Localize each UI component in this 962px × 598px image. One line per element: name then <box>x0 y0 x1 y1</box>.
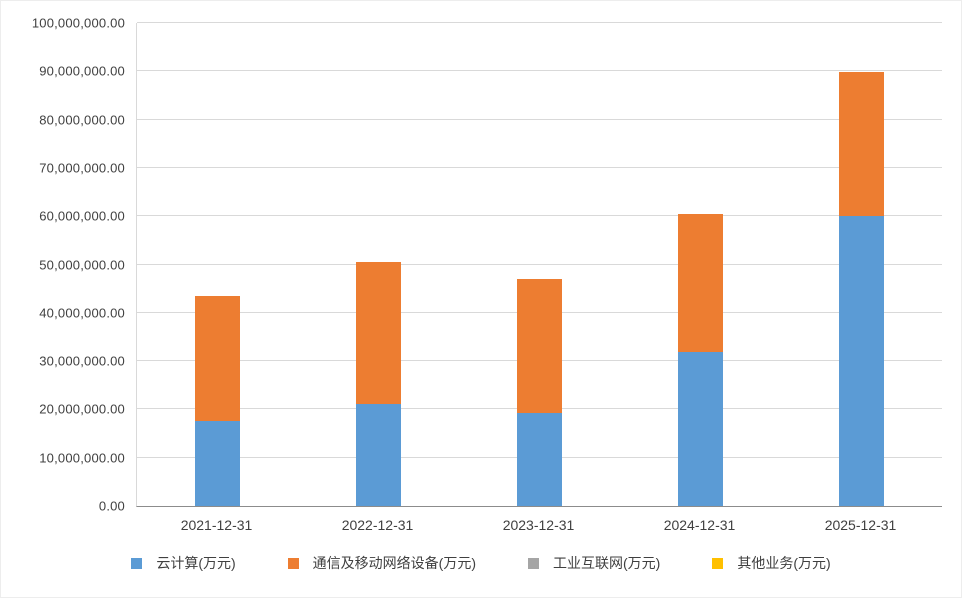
legend-item[interactable]: 工业互联网(万元) <box>528 553 660 573</box>
x-tick-label: 2023-12-31 <box>502 517 575 533</box>
legend-swatch-icon <box>528 557 539 569</box>
y-tick-label: 80,000,000.00 <box>39 112 125 128</box>
bar-segment <box>195 296 240 421</box>
y-tick-label: 100,000,000.00 <box>31 15 125 31</box>
chart-legend: 云计算(万元) 通信及移动网络设备(万元) 工业互联网(万元) 其他业务(万元) <box>1 553 961 573</box>
gridline <box>137 118 942 120</box>
gridline <box>137 22 942 23</box>
y-tick-label: 50,000,000.00 <box>39 257 125 272</box>
y-tick-label: 70,000,000.00 <box>39 160 125 176</box>
bar-segment <box>517 412 562 506</box>
legend-label: 工业互联网(万元) <box>553 555 661 571</box>
legend-item[interactable]: 通信及移动网络设备(万元) <box>287 553 476 573</box>
x-tick-label: 2021-12-31 <box>180 517 253 533</box>
y-tick-label: 30,000,000.00 <box>39 353 125 369</box>
legend-swatch-icon <box>287 557 299 569</box>
y-tick-label: 20,000,000.00 <box>39 401 125 417</box>
y-tick-label: 60,000,000.00 <box>39 208 125 224</box>
bar-segment <box>839 215 884 506</box>
gridline <box>137 166 942 168</box>
plot-area <box>136 22 942 507</box>
legend-swatch-icon <box>712 557 724 569</box>
gridline <box>137 263 942 265</box>
gridline <box>137 70 942 72</box>
y-tick-label: 40,000,000.00 <box>39 305 125 321</box>
y-axis-tick-labels: 0.00 10,000,000.00 20,000,000.00 30,000,000… <box>1 1 129 597</box>
y-tick-label: 10,000,000.00 <box>39 450 125 466</box>
bar-segment <box>356 403 401 506</box>
y-tick-label: 0.00 <box>98 498 125 514</box>
legend-item[interactable]: 其他业务(万元) <box>712 553 831 573</box>
y-tick-label: 90,000,000.00 <box>39 63 125 79</box>
legend-label: 云计算(万元) <box>156 555 236 571</box>
bar-segment <box>678 351 723 506</box>
legend-label: 其他业务(万元) <box>737 555 831 571</box>
bar-segment <box>678 213 723 352</box>
bar-segment <box>195 421 240 506</box>
x-tick-label: 2024-12-31 <box>663 517 736 533</box>
legend-item[interactable]: 云计算(万元) <box>131 553 236 573</box>
legend-label: 通信及移动网络设备(万元) <box>312 555 476 571</box>
bar-segment <box>517 278 562 413</box>
x-tick-label: 2022-12-31 <box>341 517 414 533</box>
bar-segment <box>356 261 401 404</box>
legend-swatch-icon <box>131 557 143 569</box>
gridline <box>137 215 942 217</box>
bar-segment <box>839 72 884 216</box>
x-tick-label: 2025-12-31 <box>824 517 897 533</box>
